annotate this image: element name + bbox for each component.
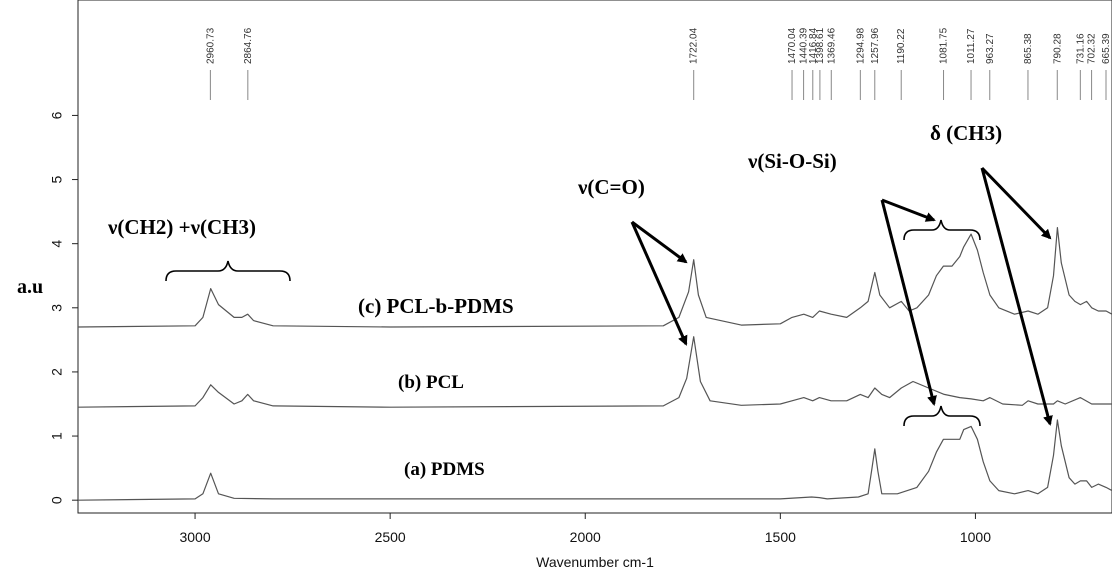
peak-label: 1081.75 — [939, 27, 950, 64]
peak-label: 731.16 — [1075, 33, 1086, 64]
brace-siloxane-lower — [903, 405, 981, 427]
y-tick-label: 5 — [49, 175, 65, 183]
arrow-methyl-c — [980, 166, 1052, 240]
series-line-c — [77, 227, 1112, 328]
plot-frame — [77, 0, 1112, 514]
annotation-siloxane: ν(Si-O-Si) — [747, 149, 837, 173]
series-label-b: (b) PCL — [398, 372, 464, 393]
brace-ch-stretch — [165, 260, 291, 282]
y-tick-label: 2 — [49, 368, 65, 376]
y-tick-label: 6 — [49, 111, 65, 119]
series-label-c: (c) PCL-b-PDMS — [358, 294, 514, 318]
peak-label: 1257.96 — [870, 27, 881, 64]
peak-label: 1722.04 — [689, 27, 700, 64]
series-label-a: (a) PDMS — [404, 459, 485, 480]
arrow-carbonyl-b — [630, 221, 688, 346]
arrow-siloxane-c — [881, 198, 936, 222]
annotation-carbonyl: ν(C=O) — [577, 175, 645, 199]
peak-marker-layer: 2960.73 2864.76 1722.04 1470.04 1440.391416.… — [205, 27, 1112, 100]
x-tick-label: 2000 — [570, 529, 601, 545]
x-tick-label: 2500 — [375, 529, 406, 545]
peak-label: 1190.22 — [896, 28, 907, 64]
y-tick-label: 3 — [49, 304, 65, 312]
annotation-ch-stretch: ν(CH2) +ν(CH3) — [107, 215, 256, 239]
y-tick-label: 1 — [49, 432, 65, 440]
series-line-a — [77, 419, 1112, 501]
arrow-siloxane-a — [880, 199, 937, 406]
brace-siloxane-upper — [903, 219, 981, 241]
annotation-methyl-bend: δ (CH3) — [930, 121, 1002, 145]
annotation-arrows — [630, 166, 1053, 426]
series-line-b — [77, 336, 1112, 408]
peak-label: 1294.98 — [855, 27, 866, 64]
x-tick-label: 1500 — [765, 529, 796, 545]
series-layer — [77, 227, 1112, 501]
peak-label: 702.32 — [1087, 33, 1098, 64]
arrow-carbonyl-c — [631, 220, 688, 264]
peak-label: 665.39 — [1101, 33, 1112, 64]
y-tick-label: 4 — [49, 240, 65, 248]
peak-label: 1416.84 — [808, 27, 819, 64]
y-axis-label: a.u — [17, 276, 43, 298]
peak-label: 1470.04 — [787, 27, 798, 64]
peak-label: 1011.27 — [966, 28, 977, 64]
x-tick-label: 1000 — [960, 529, 991, 545]
x-tick-label: 3000 — [179, 529, 210, 545]
peak-label: 2864.76 — [243, 27, 254, 64]
peak-label: 1369.46 — [826, 27, 837, 64]
axis-layer: 3000 2500 2000 1500 1000 0 1 2 3 4 5 6 — [49, 111, 992, 545]
peak-label: 963.27 — [985, 33, 996, 64]
peak-label: 865.38 — [1023, 33, 1034, 64]
arrow-methyl-a — [980, 167, 1053, 426]
x-axis-label: Wavenumber cm-1 — [536, 554, 654, 570]
peak-label: 1440.39 — [799, 27, 810, 64]
peak-label: 2960.73 — [205, 27, 216, 64]
peak-label: 790.28 — [1052, 33, 1063, 64]
y-tick-label: 0 — [49, 496, 65, 504]
peak-label: 1398.61 — [815, 27, 826, 64]
